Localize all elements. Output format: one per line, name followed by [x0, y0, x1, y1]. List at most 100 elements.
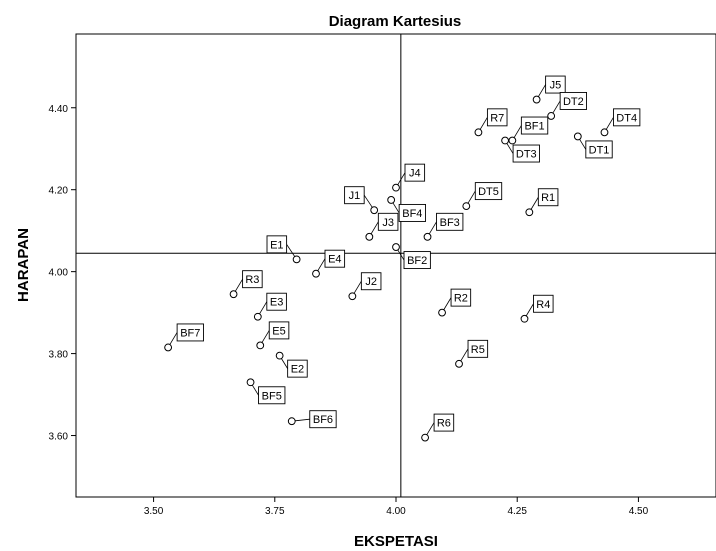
point-dt4: DT4	[600, 108, 641, 137]
point-label-box	[585, 140, 613, 159]
point-label: E5	[272, 325, 285, 337]
point-marker	[462, 202, 471, 210]
point-label: R4	[536, 299, 550, 311]
point-label: R7	[490, 112, 504, 124]
point-marker	[392, 183, 400, 192]
point-marker	[532, 95, 541, 104]
point-marker	[229, 290, 238, 299]
point-label-box	[266, 292, 287, 311]
point-label-box	[176, 323, 204, 342]
y-tick-label: 3.80	[49, 350, 69, 361]
x-tick-label: 3.50	[144, 506, 164, 517]
point-marker	[164, 343, 173, 352]
point-label-box	[344, 186, 365, 205]
point-label: BF7	[180, 327, 200, 339]
point-marker	[421, 433, 429, 442]
point-marker	[275, 351, 284, 360]
plot-frame	[75, 33, 716, 498]
y-tick-label: 4.00	[49, 268, 69, 279]
point-label-box	[520, 116, 549, 135]
point-bf3: BF3	[423, 212, 464, 241]
y-tick-label: 4.20	[49, 186, 69, 197]
point-label-box	[613, 108, 641, 127]
point-label: J3	[382, 217, 394, 229]
point-label: BF2	[407, 255, 427, 267]
x-tick-label: 4.50	[629, 506, 649, 517]
point-r3: R3	[229, 270, 263, 299]
point-r4: R4	[520, 294, 554, 323]
point-label-box	[287, 359, 308, 378]
point-marker	[520, 314, 529, 323]
point-label: J4	[409, 168, 421, 180]
point-label: R1	[541, 192, 555, 204]
point-label: R6	[437, 418, 451, 430]
point-label-box	[403, 251, 431, 270]
reference-lines	[76, 34, 716, 497]
point-label-box	[433, 413, 455, 432]
point-marker	[387, 196, 396, 204]
point-j2: J2	[348, 272, 382, 301]
chart-title: Diagram Kartesius	[329, 13, 462, 30]
point-label: BF6	[313, 414, 333, 426]
point-label-box	[537, 188, 559, 207]
point-dt3: DT3	[501, 136, 540, 163]
point-label-box	[404, 163, 426, 182]
point-e4: E4	[312, 249, 346, 278]
point-marker	[287, 417, 296, 426]
point-label-box	[467, 339, 489, 358]
point-label-box	[377, 212, 399, 231]
point-bf6: BF6	[287, 410, 337, 429]
point-label: J1	[349, 190, 361, 202]
point-label-box	[533, 294, 554, 313]
point-label-box	[309, 410, 337, 429]
point-marker	[348, 292, 357, 301]
point-label: DT1	[589, 144, 610, 156]
point-marker	[423, 232, 432, 241]
point-e2: E2	[275, 351, 308, 378]
x-tick-label: 4.00	[386, 506, 406, 517]
point-label: R5	[471, 344, 485, 356]
y-tick-label: 4.40	[49, 104, 69, 115]
point-label: E2	[291, 364, 304, 376]
point-label: BF5	[262, 390, 282, 402]
point-label-box	[398, 203, 427, 222]
point-marker	[508, 136, 517, 145]
point-marker	[573, 132, 582, 141]
point-label-box	[324, 249, 346, 268]
point-r1: R1	[525, 188, 559, 217]
y-axis-ticks: 3.60 3.80 4.00 4.20 4.40	[49, 104, 76, 443]
point-label-box	[268, 321, 290, 340]
point-label: DT3	[516, 149, 537, 161]
point-label: J2	[365, 276, 377, 288]
point-label-box	[545, 75, 566, 94]
point-bf2: BF2	[392, 243, 431, 270]
point-marker	[547, 112, 556, 120]
point-label-box	[559, 91, 588, 110]
point-marker	[370, 206, 379, 215]
point-r7: R7	[474, 108, 508, 137]
point-label-box	[450, 288, 472, 307]
point-label-box	[512, 144, 540, 163]
point-label: E4	[328, 254, 341, 266]
x-axis-label: EKSPETASI	[354, 533, 438, 550]
point-dt1: DT1	[573, 132, 613, 159]
point-j1: J1	[344, 186, 379, 215]
point-marker	[474, 128, 483, 137]
point-marker	[438, 308, 446, 317]
point-j5: J5	[532, 75, 566, 104]
point-marker	[600, 128, 609, 137]
point-e3: E3	[253, 292, 287, 321]
x-tick-label: 4.25	[507, 506, 527, 517]
point-marker	[256, 341, 265, 350]
x-axis-ticks: 3.50 3.75 4.00 4.25 4.50	[144, 497, 649, 517]
point-marker	[525, 208, 534, 217]
point-label: BF4	[402, 208, 422, 220]
point-dt2: DT2	[547, 91, 588, 120]
y-tick-label: 3.60	[49, 432, 69, 443]
point-label: BF1	[524, 121, 544, 133]
point-label: BF3	[440, 217, 460, 229]
point-marker	[246, 378, 255, 387]
point-label-box	[266, 235, 288, 254]
point-label: J5	[550, 80, 562, 92]
